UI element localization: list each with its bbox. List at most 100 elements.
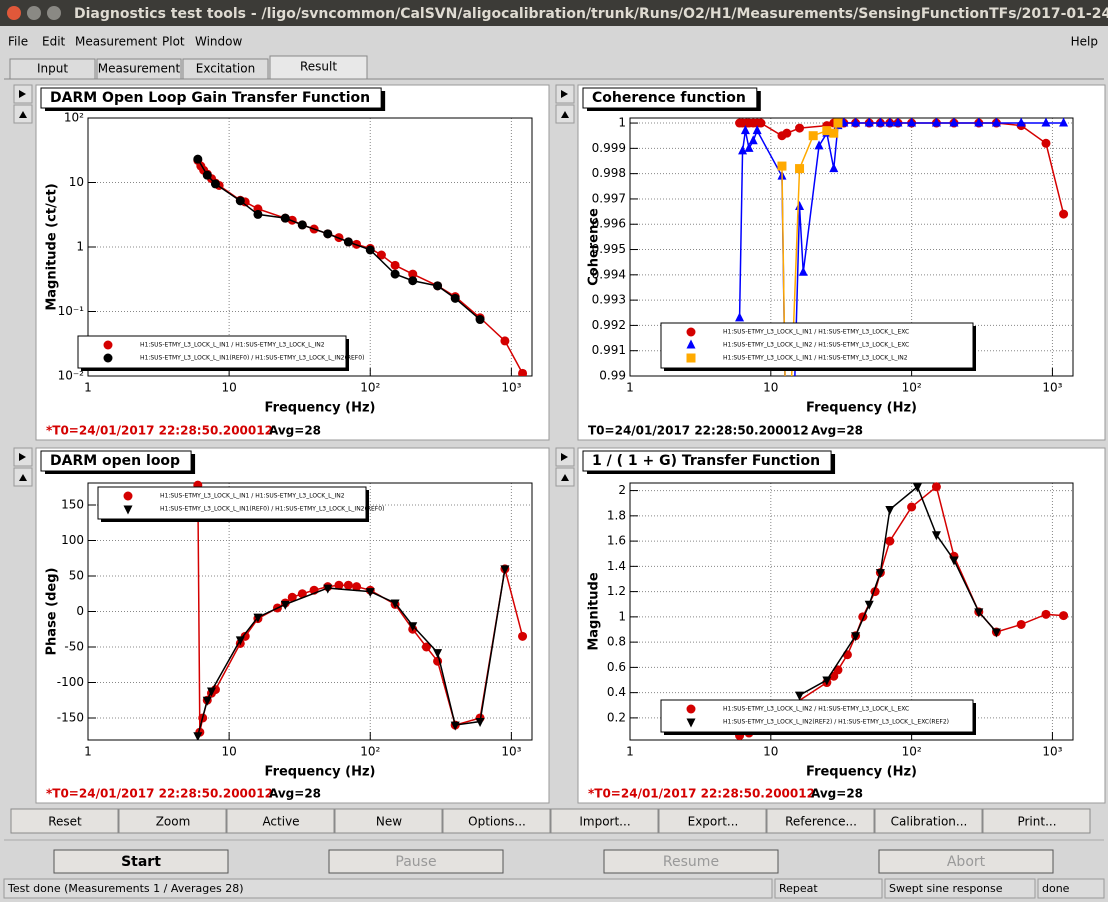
data-point xyxy=(931,531,941,541)
y-tick-label: 0.993 xyxy=(592,293,626,307)
data-point xyxy=(808,131,818,141)
data-point xyxy=(885,536,895,546)
button[interactable] xyxy=(874,808,983,834)
menu-item[interactable]: Window xyxy=(195,35,243,49)
status-cell xyxy=(884,878,1036,899)
close-button[interactable] xyxy=(7,6,21,20)
data-point xyxy=(885,117,895,127)
data-layer xyxy=(735,482,1069,740)
arrow-icon xyxy=(561,111,569,118)
button-label[interactable]: New xyxy=(376,815,402,829)
plot-title: 1 / ( 1 + G) Transfer Function xyxy=(592,453,820,469)
status-cell xyxy=(3,878,773,899)
y-tick-label: 0.99 xyxy=(599,369,626,383)
tab-label[interactable]: Measurement xyxy=(98,62,181,76)
control-label: Resume xyxy=(663,854,719,870)
control-label[interactable]: Start xyxy=(121,854,161,870)
arrow-icon xyxy=(19,111,27,118)
legend-entry: H1:SUS-ETMY_L3_LOCK_L_IN2(REF2) / H1:SUS… xyxy=(723,719,949,726)
data-point xyxy=(829,163,839,173)
menu-item[interactable]: Measurement xyxy=(75,35,158,49)
data-layer xyxy=(193,154,528,376)
footer-avg: Avg=28 xyxy=(269,787,321,801)
minimize-button[interactable] xyxy=(27,6,41,20)
x-tick-label: 10² xyxy=(360,745,380,759)
button[interactable] xyxy=(118,808,227,834)
data-point xyxy=(735,312,745,322)
control-button xyxy=(328,849,504,874)
data-point xyxy=(991,117,1001,127)
legend-marker xyxy=(103,353,113,363)
data-point xyxy=(795,691,805,701)
button[interactable] xyxy=(658,808,767,834)
button-label[interactable]: Zoom xyxy=(156,815,191,829)
data-point xyxy=(280,600,290,610)
status-text: Swept sine response xyxy=(889,882,1003,895)
menu-help[interactable]: Help xyxy=(1071,35,1098,49)
tab-label[interactable]: Input xyxy=(37,62,68,76)
button-label[interactable]: Active xyxy=(262,815,299,829)
maximize-button[interactable] xyxy=(47,6,61,20)
data-point xyxy=(851,117,861,127)
y-tick-label: -50 xyxy=(64,639,84,653)
x-tick-label: 10 xyxy=(763,381,778,395)
legend-entry: H1:SUS-ETMY_L3_LOCK_L_IN2 / H1:SUS-ETMY_… xyxy=(723,342,909,349)
menu-item[interactable]: Edit xyxy=(42,35,66,49)
panel-background xyxy=(35,84,550,441)
y-tick-label: 1 xyxy=(76,240,84,254)
y-tick-label: 150 xyxy=(61,498,84,512)
y-tick-label: -150 xyxy=(57,710,84,724)
button-label[interactable]: Reset xyxy=(48,815,82,829)
data-point xyxy=(202,696,212,706)
y-tick-label: 1 xyxy=(618,116,626,130)
data-point xyxy=(738,145,748,155)
button-label[interactable]: Calibration... xyxy=(891,815,968,829)
legend-entry: H1:SUS-ETMY_L3_LOCK_L_IN1 / H1:SUS-ETMY_… xyxy=(160,493,345,500)
status-text: Test done (Measurements 1 / Averages 28) xyxy=(7,882,244,895)
data-point xyxy=(433,649,443,659)
y-tick-label: 0.997 xyxy=(592,191,626,205)
button[interactable] xyxy=(442,808,551,834)
data-point xyxy=(287,592,297,602)
control-label: Abort xyxy=(947,854,986,870)
data-point xyxy=(390,269,400,279)
data-point xyxy=(193,732,203,740)
menu-item[interactable]: File xyxy=(8,35,28,49)
button[interactable] xyxy=(550,808,659,834)
x-axis-title: Frequency (Hz) xyxy=(265,401,376,416)
data-point xyxy=(931,482,941,492)
data-point xyxy=(829,128,839,138)
y-tick-label: 0.995 xyxy=(592,242,626,256)
data-point xyxy=(297,589,307,599)
button[interactable] xyxy=(334,808,443,834)
data-point xyxy=(390,599,400,609)
plot-frame xyxy=(87,117,533,377)
control-button[interactable] xyxy=(53,849,229,874)
y-tick-label: 0.2 xyxy=(607,710,626,724)
y-axis-title: Coherence xyxy=(587,208,602,286)
button-label[interactable]: Export... xyxy=(688,815,739,829)
y-tick-label: 1.8 xyxy=(607,508,626,522)
button-label[interactable]: Reference... xyxy=(785,815,857,829)
button[interactable] xyxy=(982,808,1091,834)
x-tick-label: 10 xyxy=(221,381,236,395)
x-tick-label: 10 xyxy=(763,745,778,759)
menu-item[interactable]: Plot xyxy=(162,35,185,49)
button[interactable] xyxy=(766,808,875,834)
button[interactable] xyxy=(226,808,335,834)
data-line xyxy=(197,568,506,736)
data-point xyxy=(1016,619,1026,629)
data-point xyxy=(235,196,245,206)
button-label[interactable]: Options... xyxy=(468,815,526,829)
button-label[interactable]: Print... xyxy=(1017,815,1056,829)
x-axis-title: Frequency (Hz) xyxy=(806,765,917,780)
data-point xyxy=(408,622,418,632)
data-point xyxy=(885,506,895,516)
tab-label[interactable]: Excitation xyxy=(196,62,255,76)
button-label[interactable]: Import... xyxy=(579,815,630,829)
button[interactable] xyxy=(10,808,119,834)
x-tick-label: 10³ xyxy=(501,745,521,759)
tab-label[interactable]: Result xyxy=(300,60,337,74)
data-point xyxy=(752,125,762,135)
status-text: done xyxy=(1042,882,1070,895)
